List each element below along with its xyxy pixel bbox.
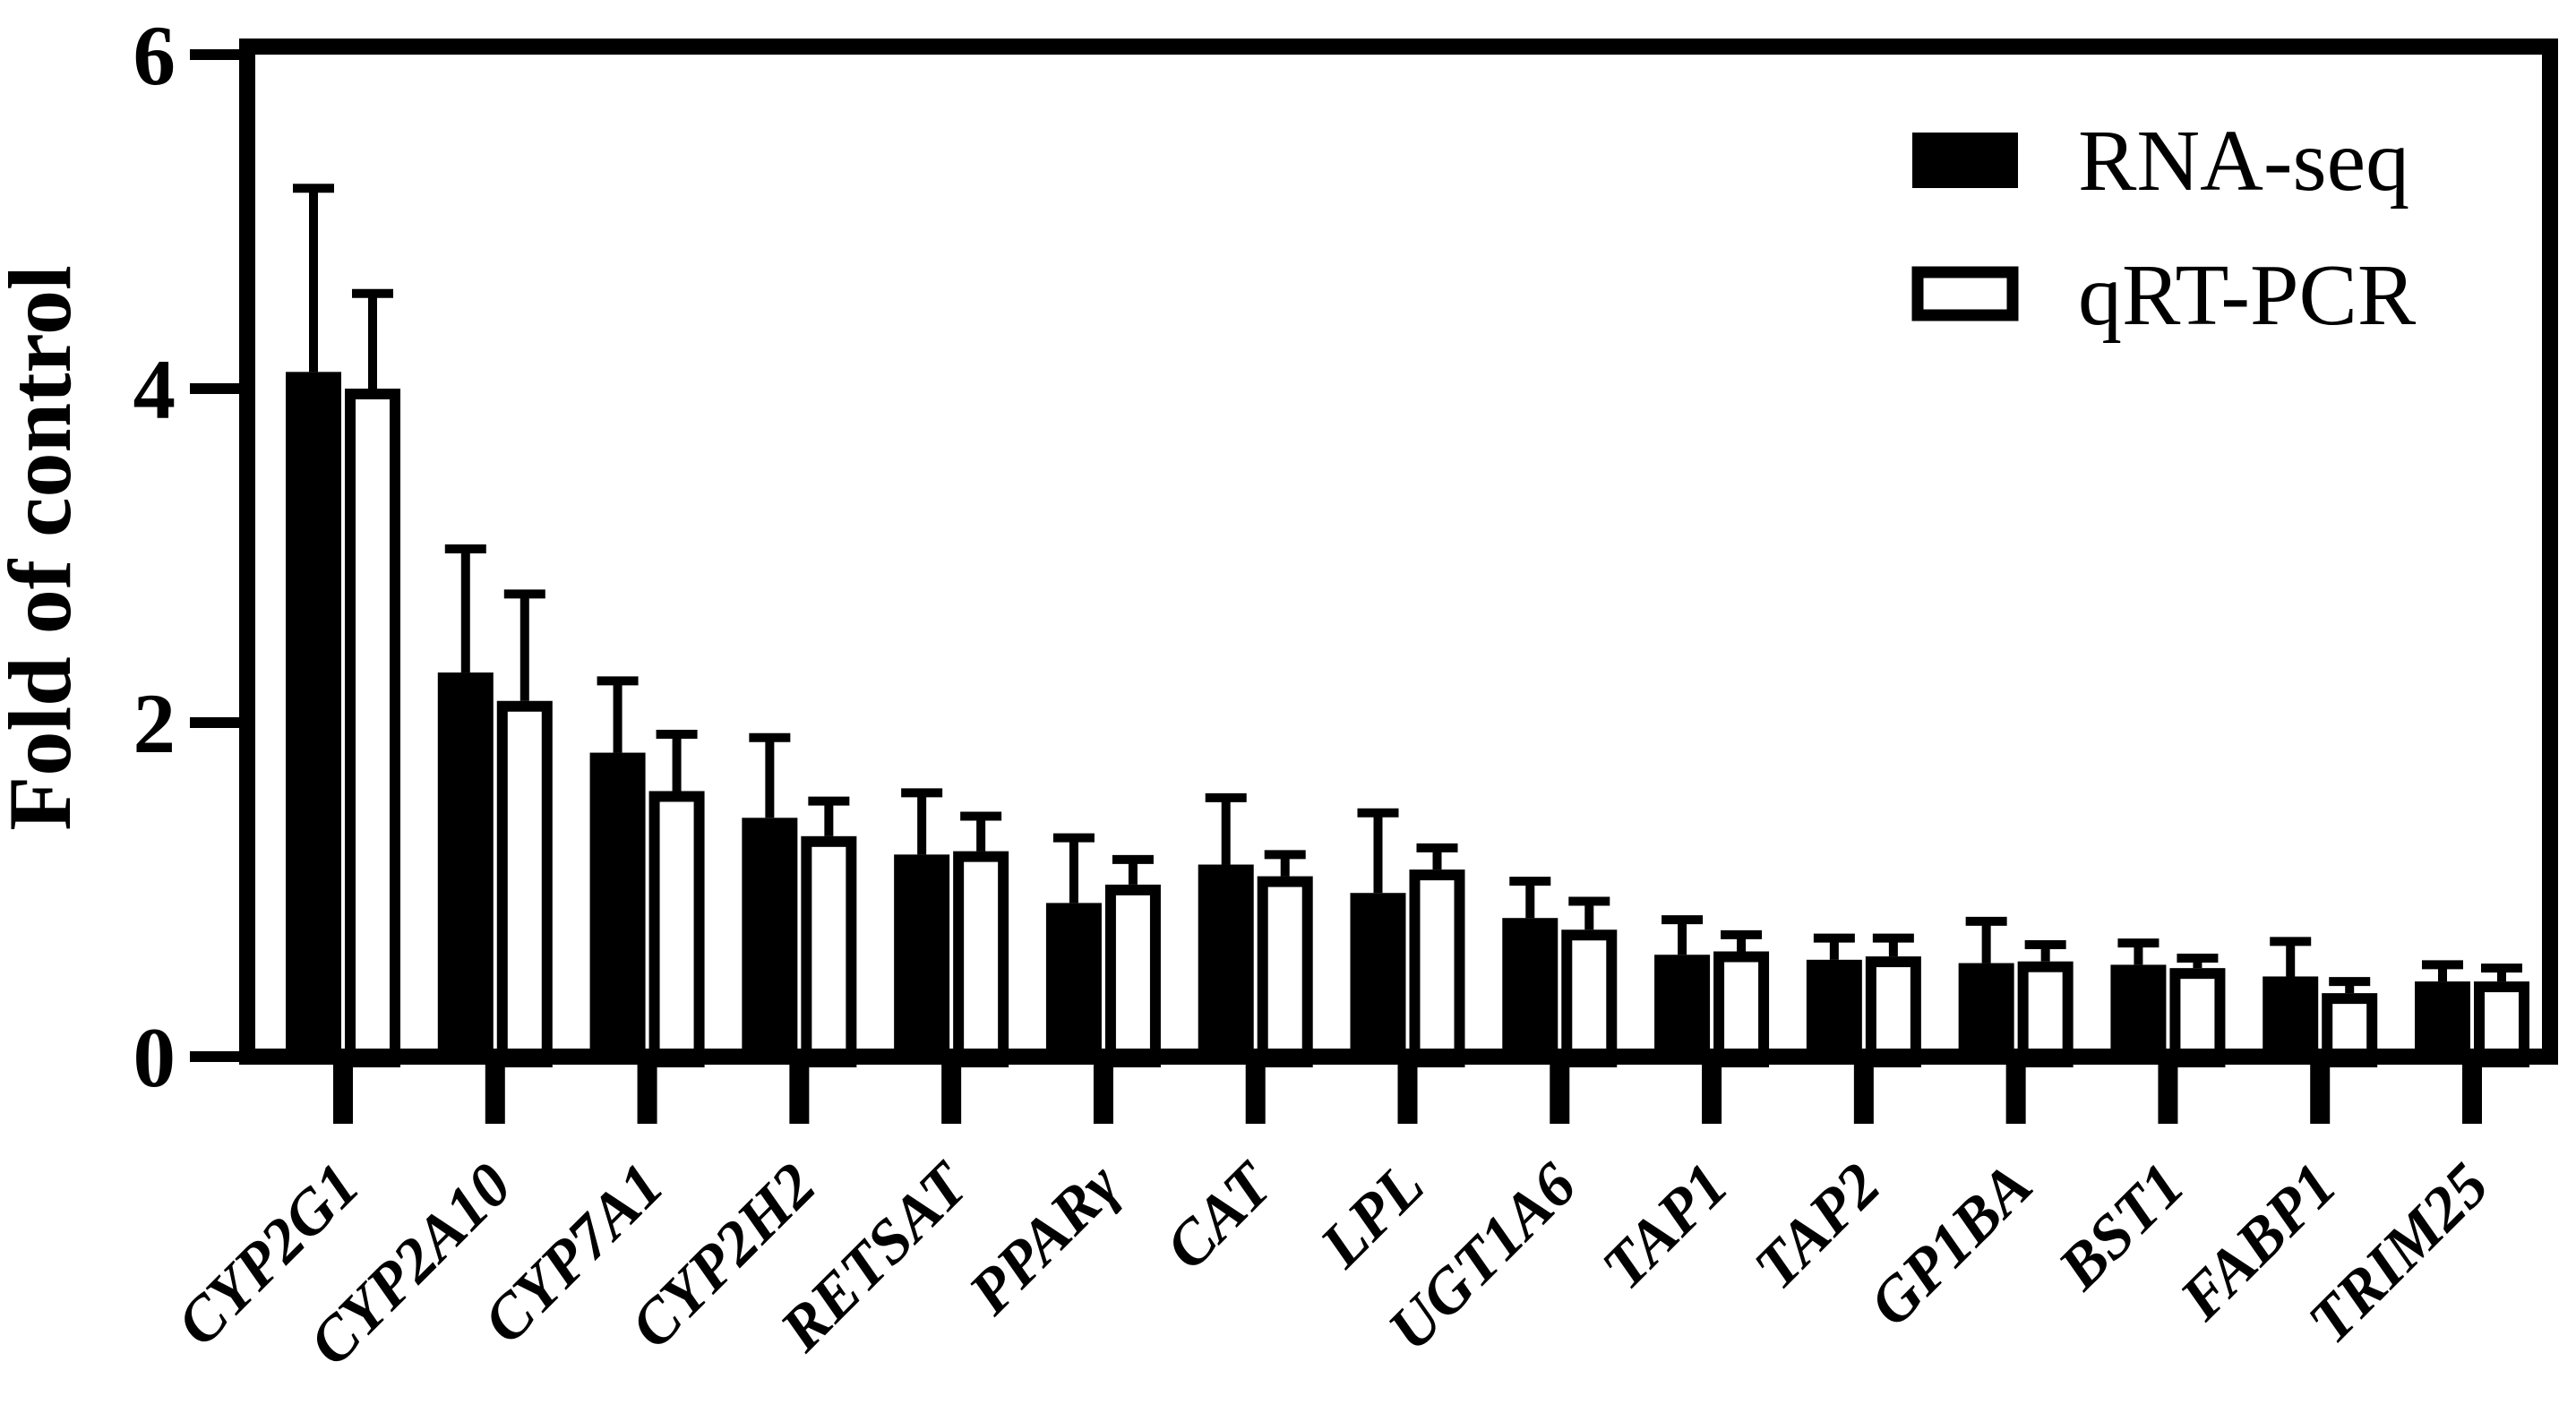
bar-qrt-pcr-TAP2 — [1865, 956, 1921, 1067]
legend-label-qrt-pcr: qRT-PCR — [2078, 247, 2417, 344]
bar-rna-seq-CAT — [1198, 864, 1254, 1057]
x-category-label-LPL: LPL — [1307, 1151, 1438, 1281]
plot-frame — [239, 39, 2558, 1065]
bar-qrt-pcr-CYP2G1 — [345, 389, 400, 1067]
bar-qrt-pcr-CAT — [1257, 876, 1313, 1068]
bar-qrt-pcr-UGT1A6 — [1561, 929, 1618, 1068]
x-tick-BST1 — [2158, 1065, 2178, 1124]
plot-top-border — [239, 39, 2558, 55]
bar-rna-seq-TAP1 — [1654, 955, 1711, 1057]
y-tick-label-6: 6 — [133, 8, 176, 103]
legend-swatch-rna-seq — [1912, 133, 2018, 188]
bar-qrt-pcr-RETSAT — [953, 851, 1009, 1067]
y-axis-title: Fold of control — [0, 265, 90, 830]
x-axis-line — [239, 1049, 2558, 1065]
y-tick-label-2: 2 — [133, 676, 176, 771]
x-tick-CAT — [1245, 1065, 1266, 1124]
bar-qrt-pcr-CYP2A10 — [496, 700, 553, 1067]
x-tick-TAP2 — [1853, 1065, 1874, 1124]
y-tick-label-0: 0 — [133, 1010, 176, 1105]
bar-rna-seq-PPARγ — [1045, 903, 1102, 1057]
bar-rna-seq-TRIM25 — [2415, 981, 2470, 1057]
legend-label-rna-seq: RNA-seq — [2078, 113, 2409, 210]
bar-rna-seq-BST1 — [2110, 964, 2167, 1057]
x-category-label-TAP1: TAP1 — [1589, 1151, 1741, 1303]
bar-rna-seq-LPL — [1350, 893, 1406, 1057]
x-tick-TAP1 — [1702, 1065, 1722, 1124]
x-tick-RETSAT — [941, 1065, 962, 1124]
bar-rna-seq-RETSAT — [894, 854, 950, 1057]
x-category-label-GP1BA: GP1BA — [1857, 1151, 2046, 1340]
x-tick-FABP1 — [2310, 1065, 2331, 1124]
bar-qrt-pcr-PPARγ — [1104, 884, 1161, 1068]
plot-right-border — [2542, 39, 2558, 1065]
bar-qrt-pcr-GP1BA — [2017, 961, 2074, 1067]
y-tick-6 — [190, 49, 239, 60]
bar-qrt-pcr-CYP7A1 — [648, 791, 705, 1068]
x-tick-LPL — [1397, 1065, 1418, 1124]
x-category-label-CAT: CAT — [1153, 1149, 1287, 1283]
x-category-label-PPARγ: PPARγ — [956, 1150, 1134, 1328]
x-tick-TRIM25 — [2462, 1065, 2482, 1124]
bar-rna-seq-TAP2 — [1806, 959, 1862, 1057]
x-tick-GP1BA — [2005, 1065, 2026, 1124]
bar-qrt-pcr-CYP2H2 — [801, 835, 857, 1067]
y-tick-4 — [190, 383, 239, 394]
y-axis-line — [239, 39, 255, 1065]
x-tick-UGT1A6 — [1550, 1065, 1570, 1124]
y-tick-label-4: 4 — [133, 342, 176, 437]
bar-rna-seq-UGT1A6 — [1502, 918, 1558, 1057]
y-tick-2 — [190, 717, 239, 728]
x-tick-PPARγ — [1093, 1065, 1113, 1124]
bar-rna-seq-CYP2A10 — [437, 672, 494, 1057]
y-tick-0 — [190, 1051, 239, 1062]
bar-rna-seq-GP1BA — [1958, 963, 2014, 1057]
y-axis: 0 2 4 6 — [133, 8, 239, 1105]
legend: RNA-seq qRT-PCR — [1911, 113, 2417, 344]
x-tick-CYP2A10 — [485, 1065, 505, 1124]
bar-rna-seq-CYP7A1 — [589, 752, 646, 1057]
bar-qrt-pcr-LPL — [1409, 869, 1465, 1067]
x-tick-CYP7A1 — [637, 1065, 657, 1124]
legend-swatch-qrt-pcr — [1911, 266, 2019, 321]
bar-rna-seq-CYP2H2 — [742, 818, 798, 1057]
bar-rna-seq-CYP2G1 — [286, 372, 341, 1058]
bar-qrt-pcr-TAP1 — [1713, 951, 1770, 1068]
bar-rna-seq-FABP1 — [2263, 976, 2319, 1057]
x-tick-CYP2H2 — [789, 1065, 810, 1124]
x-tick-CYP2G1 — [333, 1065, 353, 1124]
